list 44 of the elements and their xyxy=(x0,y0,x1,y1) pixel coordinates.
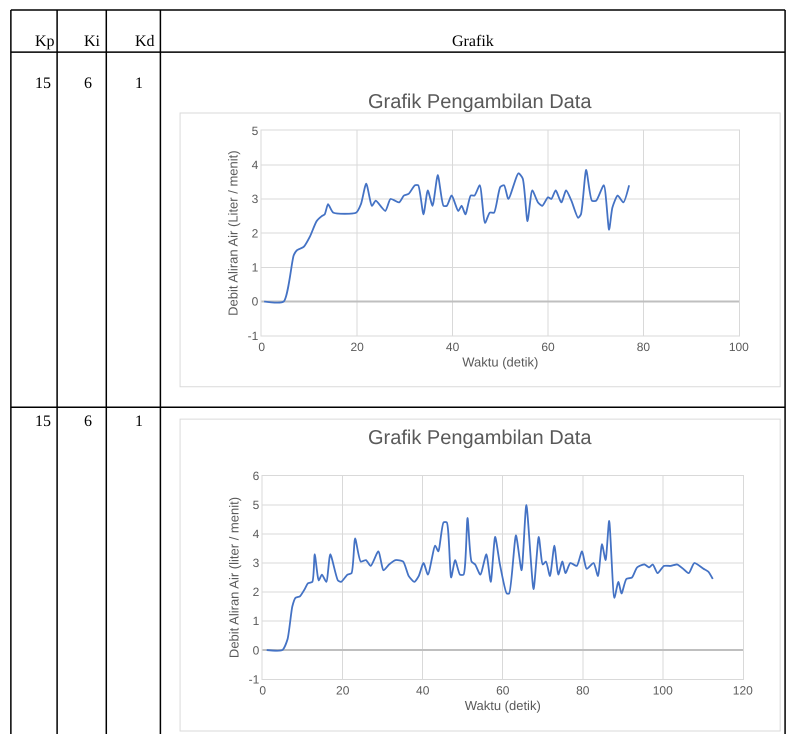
y-tick-label: 3 xyxy=(252,556,260,570)
line-series xyxy=(263,169,630,304)
text: 6 xyxy=(84,413,92,430)
text: 1 xyxy=(135,75,143,92)
text: 6 xyxy=(84,75,92,92)
x-tick-label: 100 xyxy=(728,340,750,354)
x-tick-label: 100 xyxy=(652,683,674,698)
x-tick-label: 60 xyxy=(496,683,510,698)
y-tick-label: 1 xyxy=(252,260,259,275)
y-tick-label: 2 xyxy=(252,585,260,600)
x-tick-label: 40 xyxy=(416,683,430,698)
text: 15 xyxy=(35,413,51,430)
y-tick-label: 2 xyxy=(252,226,259,240)
x-tick-label: 60 xyxy=(541,340,555,354)
y-tick-label: 4 xyxy=(252,158,259,172)
x-tick-label: 40 xyxy=(446,340,460,354)
y-tick-label: 0 xyxy=(252,643,260,658)
text: Ki xyxy=(84,33,101,50)
y-tick-label: 0 xyxy=(252,294,259,309)
y-tick-label: 6 xyxy=(252,469,260,484)
y-tick-label: 1 xyxy=(252,614,260,628)
y-axis-title: Debit Aliran Air (Liter / menit) xyxy=(226,150,241,316)
chart-title: Grafik Pengambilan Data xyxy=(368,427,592,449)
y-tick-label: 5 xyxy=(252,124,259,138)
y-tick-label: -1 xyxy=(248,328,259,343)
y-tick-label: 3 xyxy=(252,192,259,206)
text: Kp xyxy=(35,33,55,50)
x-tick-label: 80 xyxy=(636,340,650,354)
x-tick-label: 20 xyxy=(350,340,364,354)
x-tick-label: 120 xyxy=(732,683,754,698)
y-tick-label: 5 xyxy=(252,498,260,512)
x-axis-title: Waktu (detik) xyxy=(464,698,541,714)
text: 15 xyxy=(35,75,51,92)
y-tick-label: -1 xyxy=(248,672,260,686)
y-axis-title: Debit Aliran Air (liter / menit) xyxy=(226,496,242,658)
line-series xyxy=(266,504,714,651)
text: 1 xyxy=(135,413,143,430)
x-tick-label: 80 xyxy=(576,683,590,698)
x-tick-label: 20 xyxy=(336,683,350,698)
text: Grafik xyxy=(452,33,494,50)
text: Kd xyxy=(135,33,155,50)
y-tick-label: 4 xyxy=(252,527,260,542)
chart-title: Grafik Pengambilan Data xyxy=(368,91,592,113)
x-axis-title: Waktu (detik) xyxy=(462,354,538,370)
